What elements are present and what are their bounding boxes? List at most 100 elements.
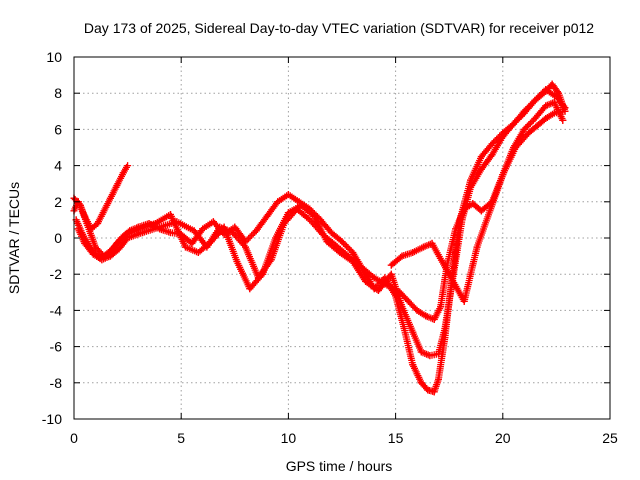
data-point [499,133,507,141]
data-point [428,239,436,247]
data-point [274,198,282,206]
data-point [460,205,468,213]
data-point [81,212,89,220]
data-point [499,171,507,179]
data-point [531,115,539,123]
data-point [293,205,301,213]
data-point [409,361,417,369]
data-point [409,328,417,336]
data-point [434,375,442,383]
data-point [199,225,207,233]
data-point [561,104,569,112]
data-point [254,274,262,282]
data-point [542,102,550,110]
y-tick-label: -4 [50,302,63,318]
x-tick-label: 5 [177,430,185,446]
axes: 0 5 10 15 20 25 -10 -8 -6 -4 -2 0 2 4 6 8 10 [42,49,618,446]
data-point [542,86,550,94]
data-point [216,223,224,231]
data-point [542,115,550,123]
y-tick-label: -6 [50,339,63,355]
data-point [74,225,82,233]
data-point [550,98,558,106]
data-point [396,288,404,296]
data-point [559,116,567,124]
y-tick-label: 2 [54,194,62,210]
data-point [121,230,129,238]
data-point [181,243,189,251]
data-point [267,256,275,264]
data-point [525,129,533,137]
chart-title: Day 173 of 2025, Sidereal Day-to-day VTE… [84,20,594,36]
data-point [173,218,181,226]
data-point [488,151,496,159]
data-point [139,229,147,237]
data-point [477,207,485,215]
data-point [194,248,202,256]
data-point [387,261,395,269]
data-point [87,225,95,233]
data-point [531,96,539,104]
data-point [400,325,408,332]
data-point [398,252,406,260]
data-point [284,191,292,199]
data-point [426,352,434,360]
data-point [437,303,445,311]
data-point [98,256,106,264]
data-point [477,153,485,161]
data-point [404,297,412,305]
data-point [344,252,352,260]
data-point [383,281,391,289]
data-point [387,270,395,278]
data-point [156,223,164,231]
x-tick-label: 20 [495,430,511,446]
data-point [338,238,346,246]
data-point [548,80,556,88]
data-point [370,274,378,282]
data-point [422,312,430,320]
plot-border [73,56,611,420]
y-tick-label: 8 [54,85,62,101]
data-point [124,162,132,170]
data-point [94,220,102,228]
x-axis-label: GPS time / hours [286,458,393,474]
data-point [434,350,442,358]
data-point [520,125,528,133]
data-point [166,210,174,218]
data-point [332,241,340,249]
data-point [319,230,327,238]
data-point [374,286,382,294]
y-tick-label: 10 [46,49,62,65]
data-point [297,201,305,209]
data-point [452,225,460,233]
y-tick-label: 6 [54,121,62,137]
data-point [550,109,558,117]
x-tick-label: 10 [281,430,297,446]
data-points [70,80,569,396]
data-point [106,194,114,202]
series-track-3 [74,98,567,323]
data-point [263,212,271,220]
x-tick-label: 15 [388,430,404,446]
data-point [398,303,406,311]
y-tick-label: -10 [42,411,62,427]
series-track-4 [70,107,567,305]
data-point [233,258,241,266]
y-tick-label: 0 [54,230,62,246]
data-point [430,315,438,323]
data-point [555,89,563,97]
data-point [512,144,520,151]
data-point [229,229,237,237]
data-point [306,216,314,224]
data-point [409,248,417,256]
data-point [510,120,518,128]
data-point [119,169,127,177]
grid-lines [74,57,610,419]
data-point [486,207,494,215]
data-point [124,234,132,242]
data-point [520,109,528,117]
data-point [188,239,196,247]
data-point [417,348,425,356]
data-point [231,223,239,231]
